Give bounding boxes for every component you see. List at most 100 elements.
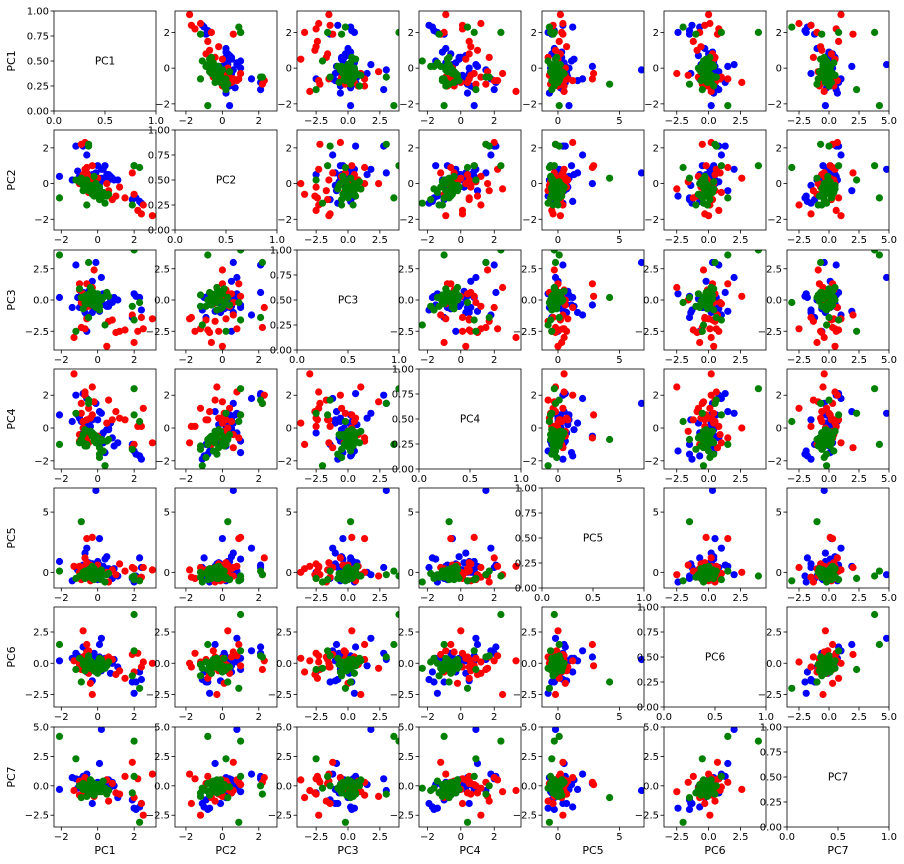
point-red [187, 422, 195, 430]
y-tick-label: 0.00 [637, 703, 659, 714]
point-green [85, 652, 93, 660]
point-blue [336, 89, 344, 97]
point-green [390, 194, 398, 202]
point-red [559, 19, 567, 28]
point-green [128, 672, 136, 680]
point-blue [730, 273, 738, 282]
point-red [490, 138, 498, 147]
point-red [467, 183, 475, 191]
x-tick-label: −2 [179, 832, 194, 843]
point-red [559, 169, 567, 177]
point-green [95, 574, 104, 583]
panel-pc3-vs-pc1: −2 0 2−2.50.02.5 [25, 249, 157, 366]
y-tick-label: 0 [531, 179, 537, 190]
point-green [754, 385, 763, 393]
point-red [312, 25, 320, 33]
point-red [462, 55, 470, 63]
point-red [88, 411, 96, 419]
point-blue [425, 563, 433, 572]
point-red [707, 391, 715, 399]
y-tick-label: −2 [522, 99, 537, 110]
point-green [349, 187, 357, 195]
x-tick-label: −2.5 [304, 474, 328, 485]
point-blue [490, 261, 498, 269]
point-green [826, 667, 834, 675]
point-blue [717, 151, 726, 159]
point-green [318, 462, 327, 469]
point-red [88, 533, 96, 542]
point-red [105, 396, 113, 404]
point-blue [801, 572, 809, 580]
point-green [206, 288, 214, 297]
y-tick-label: 5 [286, 508, 292, 519]
points-group [673, 138, 763, 220]
point-green [821, 432, 830, 440]
point-red [297, 568, 305, 576]
point-green [826, 77, 834, 85]
point-green [555, 77, 563, 85]
point-red [458, 313, 467, 322]
point-green [95, 185, 104, 193]
point-red [235, 280, 243, 288]
x-tick-label: 2 [256, 474, 262, 485]
y-tick-label: 0 [531, 64, 537, 75]
y-tick-label: 0.75 [637, 628, 659, 639]
point-red [706, 325, 714, 333]
point-red [325, 176, 333, 184]
x-tick-label: 0.0 [340, 593, 356, 604]
points-group [186, 383, 268, 469]
point-green [312, 409, 320, 417]
point-red [361, 163, 369, 172]
point-blue [465, 64, 473, 72]
point-green [88, 432, 96, 440]
x-tick-label: 2 [256, 832, 262, 843]
point-red [717, 439, 726, 447]
point-green [90, 791, 98, 799]
point-green [825, 396, 833, 404]
point-blue [55, 411, 64, 419]
axes-frame [53, 726, 157, 828]
point-blue [696, 452, 704, 460]
y-tick-label: 1.00 [637, 603, 659, 614]
point-blue [211, 408, 219, 416]
point-green [555, 442, 563, 450]
point-blue [685, 450, 694, 458]
point-green [717, 576, 726, 584]
point-green [445, 518, 453, 526]
point-red [715, 206, 723, 214]
axes-frame [53, 10, 157, 112]
x-tick-label: 1.0 [148, 116, 164, 127]
point-red [196, 811, 205, 819]
point-red [465, 196, 473, 204]
y-tick-label: −2 [644, 99, 659, 110]
point-blue [72, 142, 80, 150]
x-tick-label: 5.0 [881, 235, 897, 246]
point-red [437, 311, 445, 319]
y-tick-label: 1.00 [515, 484, 537, 495]
point-green [448, 291, 456, 299]
x-tick-label: 0.5 [707, 712, 723, 723]
diagonal-label: PC6 [705, 652, 726, 664]
point-red [724, 75, 732, 83]
panel-pc1-vs-pc4: −2 0 2−202 [399, 10, 522, 127]
point-blue [218, 535, 226, 543]
point-red [108, 416, 116, 424]
point-red [112, 328, 120, 337]
point-green [382, 399, 390, 407]
point-red [229, 648, 237, 656]
point-red [738, 568, 746, 576]
point-blue [334, 21, 342, 29]
x-tick-label: 2.5 [851, 235, 867, 246]
point-blue [848, 640, 856, 649]
x-tick-label: 5.0 [881, 593, 897, 604]
x-tick-label: 2 [256, 593, 262, 604]
point-green [712, 313, 720, 322]
point-green [326, 652, 334, 660]
point-green [450, 172, 458, 180]
y-tick-label: 0.0 [33, 659, 49, 670]
x-tick-label: 0 [458, 593, 464, 604]
point-red [148, 659, 156, 667]
panel-pc2-vs-pc3: −2.5 0.0 2.5−202 [277, 129, 400, 246]
point-blue [883, 61, 889, 69]
y-tick-label: −2.5 [25, 327, 49, 338]
